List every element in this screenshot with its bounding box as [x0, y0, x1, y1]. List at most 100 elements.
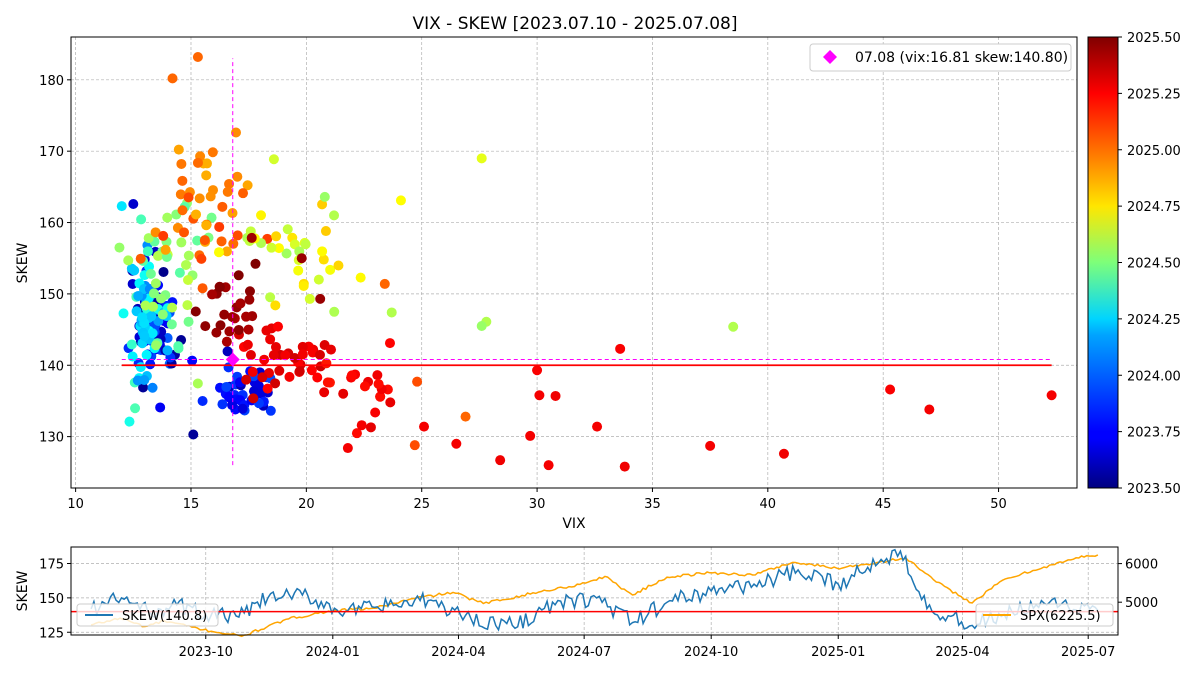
scatter-point	[211, 327, 222, 338]
scatter-point	[304, 293, 315, 304]
colorbar-tick-label: 2025.00	[1127, 144, 1181, 159]
scatter-point	[177, 205, 188, 216]
scatter-point	[231, 127, 242, 138]
scatter-point	[192, 235, 203, 246]
scatter-point	[306, 365, 317, 376]
scatter-point	[157, 309, 168, 320]
chart-title: VIX - SKEW [2023.07.10 - 2025.07.08]	[412, 14, 737, 34]
scatter-point	[300, 239, 311, 250]
timeseries-plot-frame	[70, 546, 1119, 636]
scatter-point	[313, 274, 324, 285]
scatter-point	[315, 293, 326, 304]
x-tick-label: 25	[413, 497, 430, 512]
scatter-point	[248, 393, 259, 404]
scatter-point	[227, 400, 238, 411]
scatter-y-ticks: 130 140 150 160 170 180	[39, 74, 71, 446]
scatter-point	[355, 272, 366, 283]
scatter-point	[243, 324, 254, 335]
scatter-point	[147, 328, 158, 339]
scatter-point	[173, 144, 184, 155]
scatter-point	[325, 264, 336, 275]
scatter-point	[317, 199, 328, 210]
scatter-point	[222, 186, 233, 197]
ts-y2-tick-label: 5000	[1125, 596, 1158, 611]
scatter-point	[148, 301, 159, 312]
scatter-point	[384, 338, 395, 349]
scatter-point	[280, 350, 291, 361]
timeseries-gridlines	[71, 547, 1118, 635]
scatter-point	[924, 404, 935, 415]
scatter-point	[281, 248, 292, 259]
scatter-point	[135, 362, 146, 373]
scatter-point	[885, 384, 896, 395]
scatter-point	[133, 290, 144, 301]
scatter-point	[207, 147, 218, 158]
scatter-point	[213, 247, 224, 258]
scatter-point	[160, 244, 171, 255]
scatter-point	[150, 278, 161, 289]
scatter-point	[476, 153, 487, 164]
scatter-point	[268, 350, 279, 361]
scatter-point	[175, 189, 186, 200]
scatter-point	[372, 370, 383, 381]
scatter-point	[116, 201, 127, 212]
scatter-point	[192, 157, 203, 168]
scatter-point	[202, 158, 213, 169]
latest-point-marker	[225, 352, 240, 367]
scatter-x-ticks: 10 15 20 25 30 35 40 45 50	[67, 488, 1007, 512]
scatter-point	[312, 372, 323, 383]
scatter-point	[183, 316, 194, 327]
ts-y-tick-label: 125	[39, 626, 64, 641]
colorbar-tick-label: 2024.00	[1127, 369, 1181, 384]
ts-x-tick-label: 2024-10	[684, 645, 738, 660]
ts-x-tick-label: 2025-01	[811, 645, 865, 660]
scatter-point	[297, 349, 308, 360]
scatter-point	[373, 379, 384, 390]
scatter-point	[379, 278, 390, 289]
scatter-point	[320, 226, 331, 237]
scatter-point	[123, 255, 134, 266]
scatter-point	[158, 266, 169, 277]
scatter-point	[232, 230, 243, 241]
scatter-point	[257, 372, 268, 383]
scatter-point	[128, 198, 139, 209]
scatter-point	[262, 383, 273, 394]
timeseries-y-ticks-left: 125 150 175	[39, 558, 71, 641]
scatter-point	[192, 378, 203, 389]
scatter-point	[145, 268, 156, 279]
x-tick-label: 15	[183, 497, 200, 512]
scatter-point	[187, 355, 198, 366]
scatter-x-axis-label: VIX	[562, 516, 586, 532]
scatter-point	[284, 371, 295, 382]
colorbar-tick-label: 2024.50	[1127, 257, 1181, 272]
scatter-point	[135, 253, 146, 264]
timeseries-chart: 2023-10 2024-01 2024-04 2024-07 2024-10 2025-…	[15, 546, 1158, 660]
colorbar-tick-label: 2024.75	[1127, 200, 1181, 215]
spx-legend: SPX(6225.5)	[975, 603, 1114, 627]
colorbar-ticks: 2023.50 2023.75 2024.00 2024.25 2024.50 2024.…	[1118, 31, 1181, 497]
x-tick-label: 50	[990, 497, 1007, 512]
ts-x-tick-label: 2023-10	[179, 645, 233, 660]
scatter-point	[238, 188, 249, 199]
scatter-point	[329, 210, 340, 221]
scatter-point	[177, 175, 188, 186]
scatter-point	[289, 353, 300, 364]
x-tick-label: 35	[644, 497, 661, 512]
scatter-point	[615, 343, 626, 354]
scatter-point	[224, 178, 235, 189]
scatter-point	[118, 308, 129, 319]
scatter-point	[296, 253, 307, 264]
scatter-point	[166, 319, 177, 330]
scatter-point	[237, 403, 248, 414]
colorbar-gradient	[1087, 36, 1119, 489]
scatter-point	[147, 382, 158, 393]
ts-y-tick-label: 150	[39, 592, 64, 607]
scatter-point	[282, 224, 293, 235]
x-tick-label: 20	[298, 497, 315, 512]
skew-legend-label: SKEW(140.8)	[122, 609, 207, 624]
scatter-point	[246, 232, 257, 243]
scatter-point	[338, 388, 349, 399]
timeseries-y-axis-label: SKEW	[15, 570, 31, 611]
spx-line	[90, 554, 1099, 638]
scatter-point	[205, 191, 216, 202]
